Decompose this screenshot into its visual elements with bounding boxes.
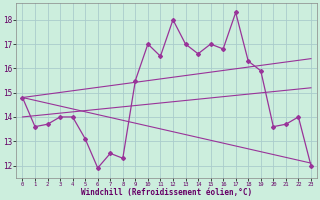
X-axis label: Windchill (Refroidissement éolien,°C): Windchill (Refroidissement éolien,°C) [81, 188, 252, 197]
